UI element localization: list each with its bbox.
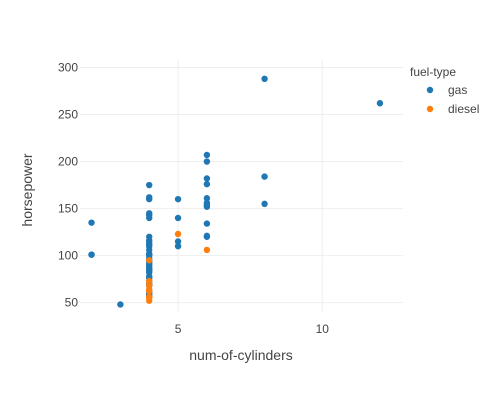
point-gas[interactable]	[146, 181, 153, 189]
point-gas[interactable]	[174, 242, 182, 250]
point-gas[interactable]	[146, 195, 153, 203]
point-gas[interactable]	[203, 175, 211, 182]
y-tick-label: 150	[58, 202, 78, 216]
point-gas[interactable]	[261, 200, 268, 208]
ticks-layer: 50 100 150 200 250 300 5 10	[58, 61, 329, 336]
x-axis-title: num-of-cylinders	[189, 347, 292, 363]
point-gas[interactable]	[146, 214, 153, 222]
legend-item-gas[interactable]: gas	[426, 83, 468, 97]
point-gas[interactable]	[203, 158, 211, 165]
point-gas[interactable]	[174, 214, 182, 222]
point-gas[interactable]	[203, 220, 211, 227]
point-gas[interactable]	[88, 219, 95, 226]
y-tick-label: 300	[58, 61, 78, 75]
point-gas[interactable]	[88, 251, 95, 258]
legend-label-diesel: diesel	[448, 102, 479, 116]
point-diesel[interactable]	[174, 230, 182, 238]
legend-marker-gas	[426, 86, 434, 94]
point-gas[interactable]	[203, 151, 211, 159]
y-axis-title: horsepower	[19, 153, 35, 226]
y-tick-label: 50	[65, 296, 79, 310]
point-gas[interactable]	[261, 75, 268, 83]
point-gas[interactable]	[203, 203, 211, 210]
legend[interactable]: fuel-type gas diesel	[410, 65, 479, 116]
point-diesel[interactable]	[146, 288, 153, 295]
point-gas[interactable]	[261, 173, 268, 180]
legend-title: fuel-type	[410, 65, 456, 79]
point-gas[interactable]	[376, 100, 384, 107]
y-tick-label: 200	[58, 155, 78, 169]
point-gas[interactable]	[203, 233, 211, 240]
point-diesel[interactable]	[146, 257, 153, 264]
point-diesel[interactable]	[203, 246, 211, 254]
series-gas	[88, 75, 384, 308]
points-layer	[88, 75, 384, 308]
x-tick-label: 5	[175, 322, 182, 336]
point-gas[interactable]	[117, 301, 124, 308]
x-tick-label: 10	[316, 322, 330, 336]
series-diesel	[146, 230, 211, 304]
point-gas[interactable]	[203, 180, 211, 188]
point-gas[interactable]	[203, 195, 211, 202]
legend-items: gas diesel	[426, 83, 480, 116]
point-gas[interactable]	[174, 195, 182, 203]
y-tick-label: 250	[58, 108, 78, 122]
legend-marker-diesel	[426, 105, 434, 113]
point-gas[interactable]	[174, 238, 182, 245]
legend-item-diesel[interactable]: diesel	[426, 102, 480, 116]
y-tick-label: 100	[58, 249, 78, 263]
legend-label-gas: gas	[448, 83, 467, 97]
grid-layer	[80, 60, 403, 312]
point-diesel[interactable]	[146, 297, 153, 304]
